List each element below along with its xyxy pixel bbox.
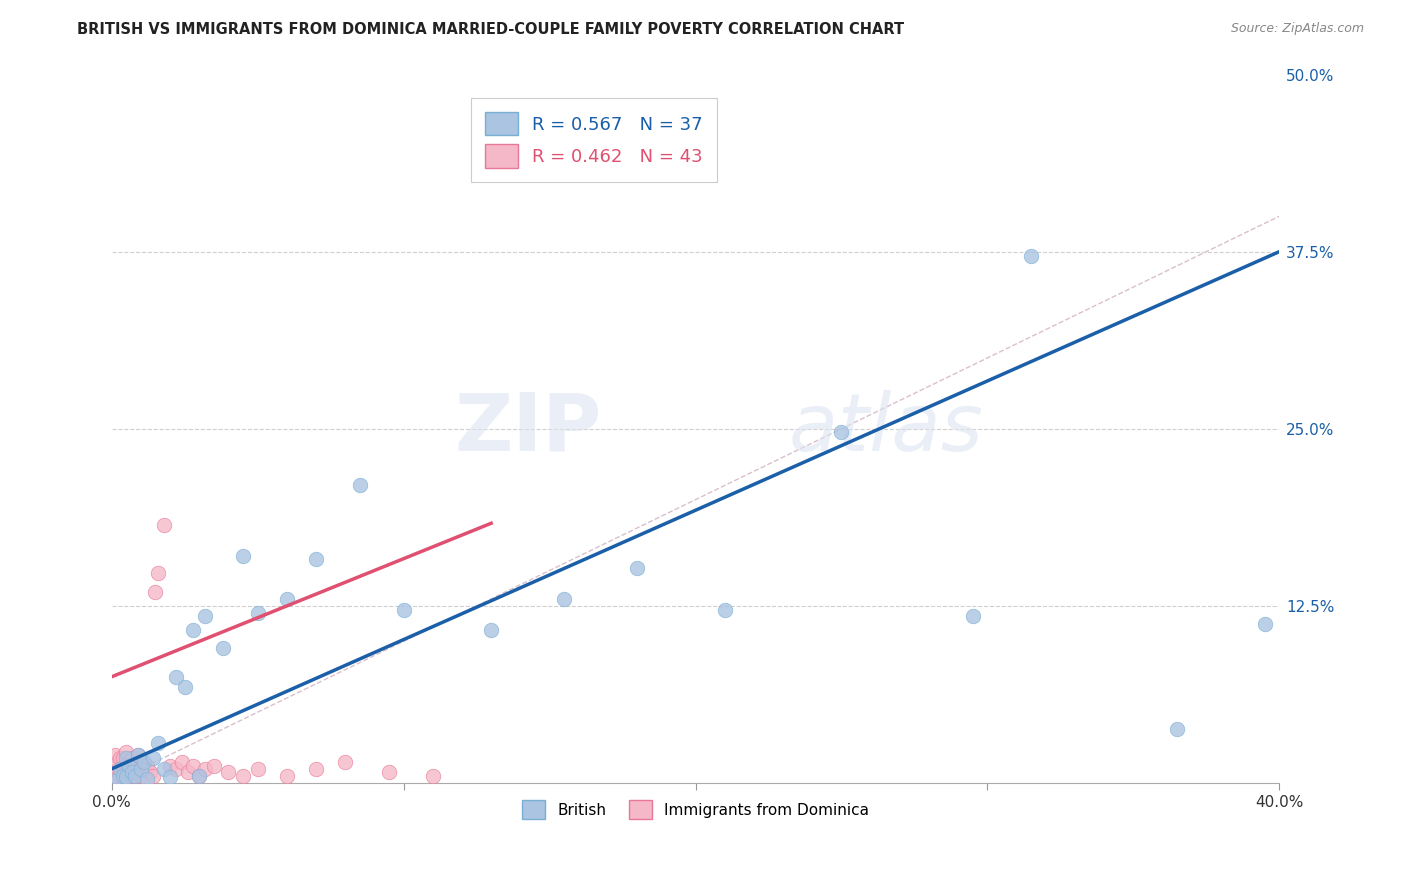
Immigrants from Dominica — [121, 769, 143, 783]
British — [127, 747, 149, 762]
Immigrants from Dominica — [165, 762, 187, 776]
Immigrants from Dominica — [202, 759, 225, 773]
Immigrants from Dominica — [112, 759, 135, 773]
Immigrants from Dominica — [170, 755, 193, 769]
Immigrants from Dominica — [129, 755, 152, 769]
Immigrants from Dominica — [246, 762, 269, 776]
Text: Source: ZipAtlas.com: Source: ZipAtlas.com — [1230, 22, 1364, 36]
Immigrants from Dominica — [335, 755, 357, 769]
British — [188, 769, 211, 783]
British — [479, 623, 502, 637]
Immigrants from Dominica — [132, 762, 155, 776]
British — [183, 623, 205, 637]
British — [246, 606, 269, 620]
British — [135, 772, 157, 786]
Immigrants from Dominica — [121, 750, 143, 764]
British — [962, 608, 984, 623]
Immigrants from Dominica — [183, 759, 205, 773]
Immigrants from Dominica — [115, 764, 138, 779]
Immigrants from Dominica — [176, 764, 198, 779]
Immigrants from Dominica — [276, 769, 298, 783]
British — [132, 755, 155, 769]
British — [124, 769, 146, 783]
Immigrants from Dominica — [138, 764, 160, 779]
Immigrants from Dominica — [142, 769, 165, 783]
British — [148, 736, 170, 750]
British — [1254, 617, 1277, 632]
Immigrants from Dominica — [129, 769, 152, 783]
Immigrants from Dominica — [217, 764, 239, 779]
British — [713, 603, 735, 617]
British — [118, 759, 141, 773]
Text: atlas: atlas — [789, 390, 984, 467]
Immigrants from Dominica — [378, 764, 401, 779]
British — [153, 762, 176, 776]
British — [194, 608, 217, 623]
British — [276, 591, 298, 606]
Immigrants from Dominica — [104, 747, 127, 762]
British — [165, 670, 187, 684]
British — [107, 772, 129, 786]
Immigrants from Dominica — [124, 764, 146, 779]
Immigrants from Dominica — [112, 750, 135, 764]
Immigrants from Dominica — [422, 769, 444, 783]
British — [110, 762, 132, 776]
Immigrants from Dominica — [115, 769, 138, 783]
Legend: British, Immigrants from Dominica: British, Immigrants from Dominica — [516, 794, 875, 825]
Text: BRITISH VS IMMIGRANTS FROM DOMINICA MARRIED-COUPLE FAMILY POVERTY CORRELATION CH: BRITISH VS IMMIGRANTS FROM DOMINICA MARR… — [77, 22, 904, 37]
Immigrants from Dominica — [110, 750, 132, 764]
British — [115, 770, 138, 784]
British — [830, 425, 852, 439]
Immigrants from Dominica — [153, 518, 176, 533]
Immigrants from Dominica — [104, 769, 127, 783]
British — [553, 591, 575, 606]
British — [626, 560, 648, 574]
Immigrants from Dominica — [159, 759, 181, 773]
Immigrants from Dominica — [110, 769, 132, 783]
British — [232, 549, 254, 564]
British — [173, 680, 195, 694]
Immigrants from Dominica — [107, 762, 129, 776]
Immigrants from Dominica — [188, 769, 211, 783]
British — [305, 552, 328, 566]
British — [129, 762, 152, 776]
Immigrants from Dominica — [232, 769, 254, 783]
British — [142, 750, 165, 764]
British — [121, 764, 143, 779]
British — [159, 770, 181, 784]
Immigrants from Dominica — [118, 762, 141, 776]
Immigrants from Dominica — [124, 759, 146, 773]
British — [1019, 249, 1042, 263]
British — [115, 750, 138, 764]
Immigrants from Dominica — [145, 584, 167, 599]
British — [349, 478, 371, 492]
Immigrants from Dominica — [148, 566, 170, 581]
Immigrants from Dominica — [127, 747, 149, 762]
British — [211, 641, 233, 656]
British — [1166, 722, 1188, 736]
British — [112, 769, 135, 783]
Text: ZIP: ZIP — [456, 390, 602, 467]
Immigrants from Dominica — [305, 762, 328, 776]
British — [392, 603, 415, 617]
Immigrants from Dominica — [135, 759, 157, 773]
Immigrants from Dominica — [115, 745, 138, 759]
Immigrants from Dominica — [194, 762, 217, 776]
Immigrants from Dominica — [107, 755, 129, 769]
Immigrants from Dominica — [118, 755, 141, 769]
